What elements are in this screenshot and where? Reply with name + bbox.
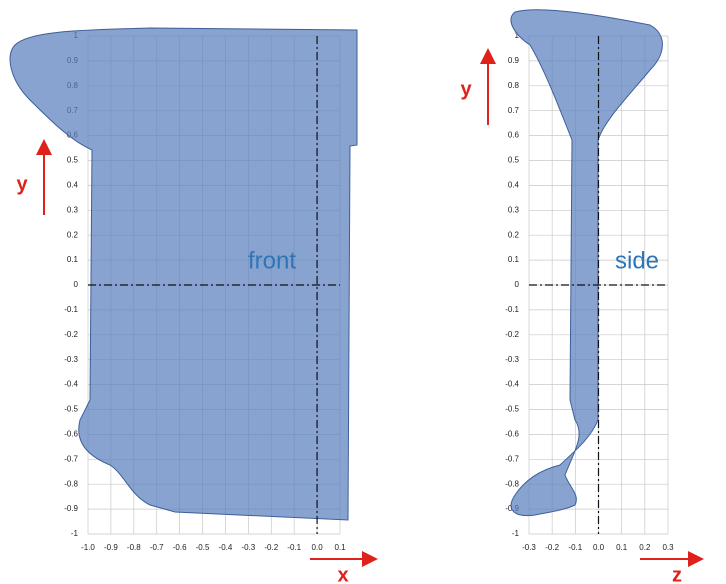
scan-shape [10,28,357,520]
view-label: front [248,247,296,274]
x-tick-label: -0.1 [568,543,582,552]
y-tick-label: 0.4 [67,181,79,190]
y-tick-label: -0.5 [505,405,519,414]
y-tick-label: -0.7 [505,454,519,463]
y-tick-label: 0.9 [508,56,520,65]
y-tick-label: 0.6 [508,131,520,140]
x-tick-label: -0.2 [545,543,559,552]
y-tick-label: -0.6 [505,430,519,439]
x-tick-label: -0.2 [264,543,278,552]
x-tick-label: -1.0 [81,543,95,552]
y-tick-label: 0.3 [508,205,520,214]
y-tick-label: -0.1 [505,305,519,314]
y-tick-label: -0.9 [64,504,78,513]
figure: -1 -0.9 -0.8 -0.7 -0.6 -0.5 -0.4 -0.3 -0.2 -0.1 0 0… [0,0,726,584]
y-tick-label: 0.1 [508,255,520,264]
x-tick-label: -0.3 [241,543,255,552]
x-tick-label: -0.6 [173,543,187,552]
y-axis-label: y [460,78,472,100]
x-tick-label: -0.9 [104,543,118,552]
x-tick-label: 0.0 [593,543,605,552]
y-tick-label: 0.8 [508,81,520,90]
y-tick-label: 0.5 [508,156,520,165]
y-tick-label: -0.3 [64,355,78,364]
y-tick-label: -0.3 [505,355,519,364]
x-tick-label: 0.3 [662,543,674,552]
x-axis-label: z [672,564,682,584]
y-tick-label: 0.4 [508,181,520,190]
y-tick-label: 0 [74,280,79,289]
y-tick-label: -1 [512,529,520,538]
y-tick-label: 0.3 [67,205,79,214]
y-tick-label: 0.2 [508,230,520,239]
y-axis-label: y [16,173,28,195]
x-tick-label: 0.1 [334,543,346,552]
x-tick-label: -0.4 [219,543,233,552]
x-axis-label: x [337,564,348,584]
y-tick-label: 0.5 [67,156,79,165]
x-tick-label: -0.3 [522,543,536,552]
y-tick-label: -0.2 [64,330,78,339]
x-tick-label: -0.5 [196,543,210,552]
x-tick-label: -0.1 [287,543,301,552]
y-tick-label: -0.8 [505,479,519,488]
y-tick-label: -1 [71,529,79,538]
x-tick-label: 0.2 [639,543,651,552]
x-tick-label: -0.8 [127,543,141,552]
y-tick-label: -0.7 [64,454,78,463]
y-tick-label: -0.6 [64,430,78,439]
x-tick-label: -0.7 [150,543,164,552]
y-tick-label: -0.2 [505,330,519,339]
x-tick-label: 0.0 [312,543,324,552]
y-tick-label: -0.1 [64,305,78,314]
y-tick-label: 0.2 [67,230,79,239]
y-tick-label: -0.5 [64,405,78,414]
y-tick-label: -0.8 [64,479,78,488]
view-label: side [615,247,659,274]
x-tick-label: 0.1 [616,543,628,552]
y-tick-label: -0.4 [64,380,78,389]
y-tick-label: 0 [515,280,520,289]
y-tick-label: 0.7 [508,106,520,115]
y-tick-label: -0.4 [505,380,519,389]
y-tick-label: 0.1 [67,255,79,264]
